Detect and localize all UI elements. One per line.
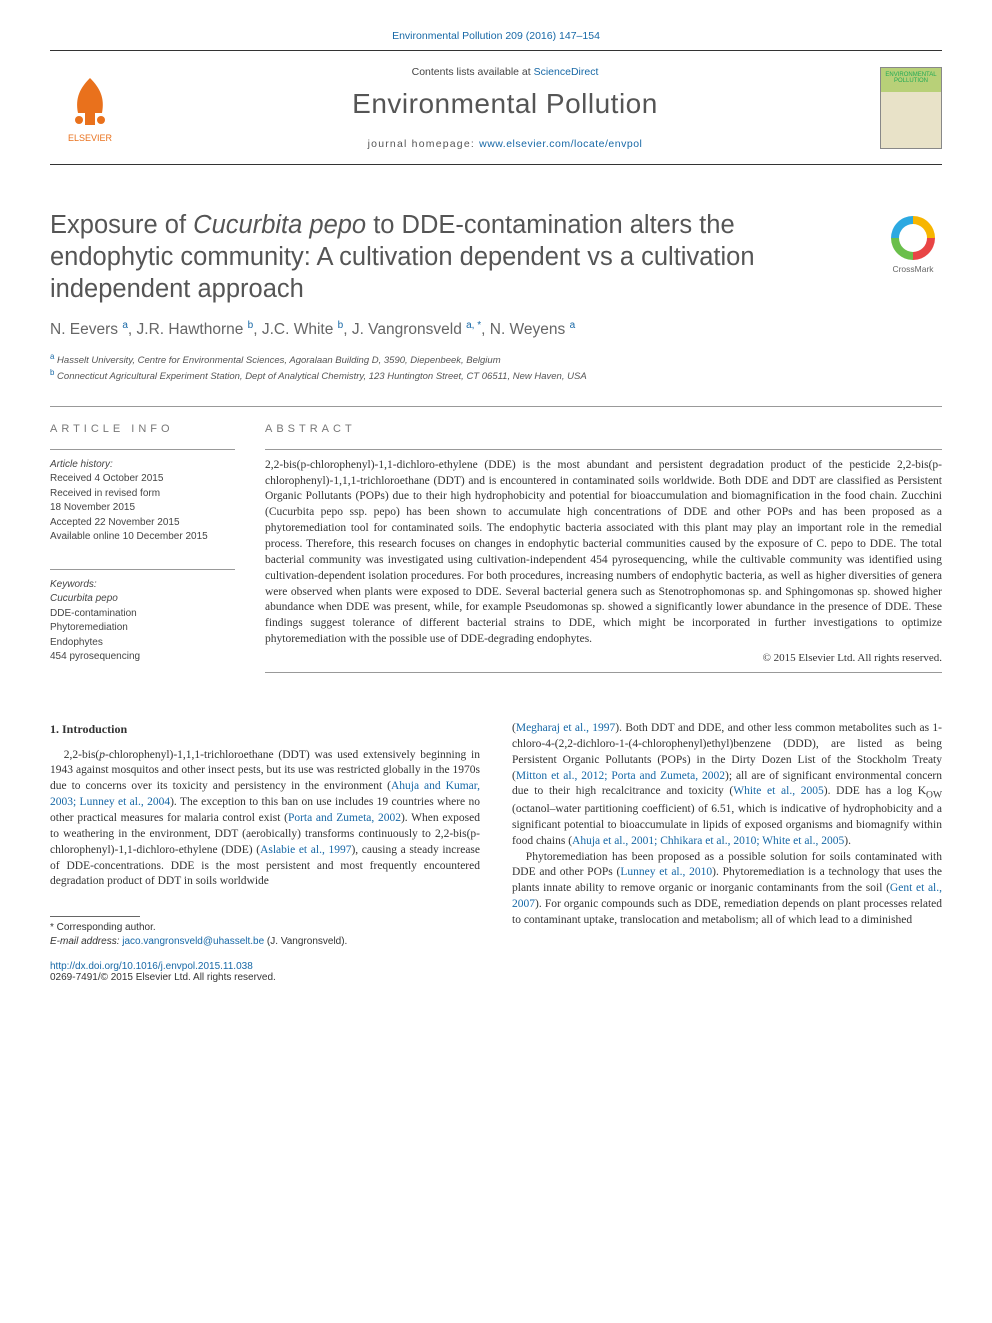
left-column: 1. Introduction 2,2-bis(p-chlorophenyl)-… (50, 721, 480, 949)
corresponding-author: * Corresponding author. E-mail address: … (50, 916, 480, 949)
contents-prefix: Contents lists available at (412, 66, 534, 78)
homepage-prefix: journal homepage: (368, 138, 480, 150)
abstract-column: ABSTRACT 2,2-bis(p-chlorophenyl)-1,1-dic… (265, 423, 942, 673)
journal-header-box: ELSEVIER Contents lists available at Sci… (50, 50, 942, 165)
authors-list: N. Eevers a, J.R. Hawthorne b, J.C. Whit… (50, 320, 864, 339)
corr-email-line: E-mail address: jaco.vangronsveld@uhasse… (50, 935, 480, 949)
divider (50, 406, 942, 407)
citation-link[interactable]: Environmental Pollution 209 (2016) 147–1… (392, 30, 600, 42)
affiliations: a Hasselt University, Centre for Environ… (50, 351, 864, 384)
article-info-column: ARTICLE INFO Article history: Received 4… (50, 423, 235, 673)
doi-footer: http://dx.doi.org/10.1016/j.envpol.2015.… (50, 961, 942, 983)
journal-name: Environmental Pollution (130, 88, 880, 120)
page: Environmental Pollution 209 (2016) 147–1… (0, 0, 992, 1023)
title-em1: Cucurbita pepo (193, 211, 366, 239)
copyright: © 2015 Elsevier Ltd. All rights reserved… (265, 652, 942, 664)
history-1: Received in revised form (50, 487, 235, 502)
history-0: Received 4 October 2015 (50, 472, 235, 487)
doi-link[interactable]: http://dx.doi.org/10.1016/j.envpol.2015.… (50, 961, 253, 972)
abstract-heading: ABSTRACT (265, 423, 942, 435)
header-center: Contents lists available at ScienceDirec… (130, 66, 880, 150)
intro-p1: 2,2-bis(p-chlorophenyl)-1,1,1-trichloroe… (50, 748, 480, 891)
history-3: Accepted 22 November 2015 (50, 516, 235, 531)
intro-p2: (Megharaj et al., 1997). Both DDT and DD… (512, 721, 942, 850)
crossmark-label: CrossMark (892, 264, 933, 274)
keyword-2: Phytoremediation (50, 621, 235, 636)
keyword-0: Cucurbita pepo (50, 592, 235, 607)
citation-header: Environmental Pollution 209 (2016) 147–1… (50, 30, 942, 42)
crossmark-icon (891, 216, 935, 260)
title-column: Exposure of Cucurbita pepo to DDE-contam… (50, 210, 864, 390)
history-2: 18 November 2015 (50, 501, 235, 516)
keywords: Keywords: Cucurbita pepo DDE-contaminati… (50, 578, 235, 665)
corr-email-link[interactable]: jaco.vangronsveld@uhasselt.be (122, 936, 264, 947)
abstract-text: 2,2-bis(p-chlorophenyl)-1,1-dichloro-eth… (265, 458, 942, 648)
title-row: Exposure of Cucurbita pepo to DDE-contam… (50, 210, 942, 390)
history-4: Available online 10 December 2015 (50, 530, 235, 545)
homepage-link[interactable]: www.elsevier.com/locate/envpol (479, 138, 642, 150)
aff-a-sup: a (50, 352, 54, 361)
affiliation-a: a Hasselt University, Centre for Environ… (50, 351, 864, 367)
affiliation-b: b Connecticut Agricultural Experiment St… (50, 367, 864, 383)
aff-a-text: Hasselt University, Centre for Environme… (57, 355, 501, 366)
sciencedirect-link[interactable]: ScienceDirect (534, 66, 599, 78)
publisher-name: ELSEVIER (68, 133, 112, 143)
article-history: Article history: Received 4 October 2015… (50, 458, 235, 545)
publisher-logo[interactable]: ELSEVIER (50, 65, 130, 150)
intro-p3: Phytoremediation has been proposed as a … (512, 850, 942, 929)
email-suffix: (J. Vangronsveld). (264, 936, 347, 947)
journal-cover-thumb[interactable]: ENVIRONMENTAL POLLUTION (880, 67, 942, 149)
issn-line: 0269-7491/© 2015 Elsevier Ltd. All right… (50, 972, 276, 983)
crossmark-badge[interactable]: CrossMark (884, 216, 942, 274)
title-p1: Exposure of (50, 211, 193, 239)
contents-line: Contents lists available at ScienceDirec… (130, 66, 880, 78)
aff-b-text: Connecticut Agricultural Experiment Stat… (57, 371, 587, 382)
aff-b-sup: b (50, 368, 54, 377)
homepage-line: journal homepage: www.elsevier.com/locat… (130, 138, 880, 150)
body-columns: 1. Introduction 2,2-bis(p-chlorophenyl)-… (50, 721, 942, 949)
section-heading-intro: 1. Introduction (50, 721, 480, 738)
elsevier-tree-icon (60, 73, 120, 133)
info-abstract-row: ARTICLE INFO Article history: Received 4… (50, 423, 942, 673)
article-info-heading: ARTICLE INFO (50, 423, 235, 435)
paper-title: Exposure of Cucurbita pepo to DDE-contam… (50, 210, 864, 306)
keyword-4: 454 pyrosequencing (50, 650, 235, 665)
history-label: Article history: (50, 458, 235, 473)
keyword-3: Endophytes (50, 636, 235, 651)
corr-label: * Corresponding author. (50, 921, 480, 935)
keywords-label: Keywords: (50, 578, 235, 593)
right-column: (Megharaj et al., 1997). Both DDT and DD… (512, 721, 942, 949)
email-label: E-mail address: (50, 936, 122, 947)
keyword-1: DDE-contamination (50, 607, 235, 622)
cover-label: ENVIRONMENTAL POLLUTION (885, 72, 936, 84)
